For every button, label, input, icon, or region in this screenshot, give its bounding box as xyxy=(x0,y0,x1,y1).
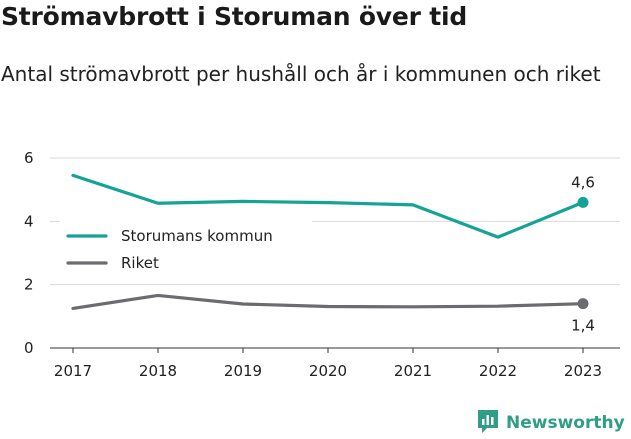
series-line xyxy=(71,293,585,311)
end-value-label: 4,6 xyxy=(571,173,595,191)
y-axis: 0 2 4 6 xyxy=(24,149,34,357)
y-tick-label: 4 xyxy=(24,212,34,230)
y-tick-label: 0 xyxy=(24,339,34,357)
x-axis: 2017 2018 2019 2020 2021 2022 2023 xyxy=(50,347,620,380)
end-point-marker xyxy=(577,298,589,310)
x-tick-label: 2023 xyxy=(564,362,602,380)
legend-label: Riket xyxy=(121,254,159,272)
chart-title: Strömavbrott i Storuman över tid xyxy=(1,2,468,31)
x-tick-label: 2021 xyxy=(394,362,432,380)
y-tick-label: 2 xyxy=(24,276,34,294)
line-chart: 0 2 4 6 2017 2018 2019 2020 2021 2022 2023 4,6 1,4… xyxy=(24,149,620,380)
x-tick-label: 2020 xyxy=(309,362,347,380)
bar-chart-icon xyxy=(476,408,500,438)
end-value-label: 1,4 xyxy=(571,317,595,335)
brand-name: Newsworthy xyxy=(506,413,625,433)
x-tick-label: 2022 xyxy=(479,362,517,380)
series-lines: 4,6 1,4 xyxy=(71,173,595,335)
legend-label: Storumans kommun xyxy=(121,227,273,245)
x-tick-label: 2017 xyxy=(54,362,92,380)
legend: Storumans kommun Riket xyxy=(60,218,312,276)
x-tick-label: 2019 xyxy=(224,362,262,380)
x-tick-label: 2018 xyxy=(139,362,177,380)
end-point-marker xyxy=(577,196,589,208)
chart-subtitle: Antal strömavbrott per hushåll och år i … xyxy=(1,62,601,86)
y-tick-label: 6 xyxy=(24,149,34,167)
legend-background xyxy=(60,218,312,276)
brand-logo: Newsworthy xyxy=(476,408,625,438)
